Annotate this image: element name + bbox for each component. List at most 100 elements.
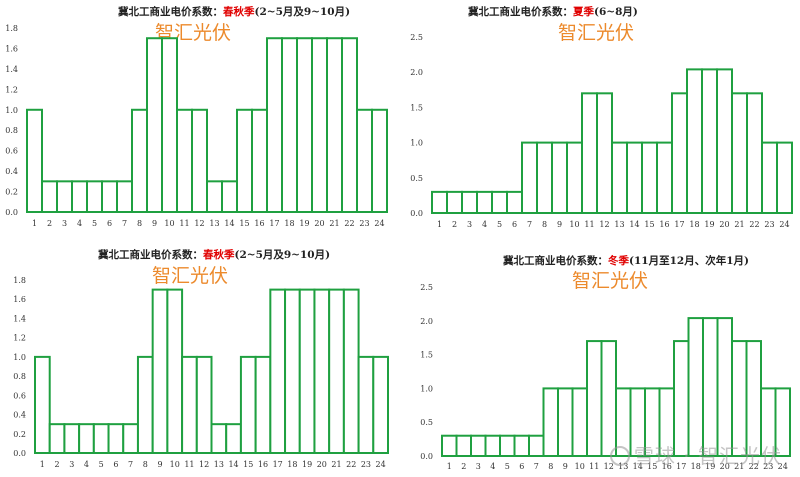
x-tick-label: 16 bbox=[258, 460, 268, 469]
y-tick-label: 1.0 bbox=[13, 353, 26, 362]
x-tick-label: 14 bbox=[228, 460, 238, 469]
bar-hour-3 bbox=[63, 423, 81, 455]
y-tick-label: 0.0 bbox=[13, 449, 26, 458]
x-tick-label: 1 bbox=[32, 219, 37, 228]
x-tick-label: 13 bbox=[209, 219, 219, 228]
chart-title-season: 夏季 bbox=[572, 5, 594, 18]
x-tick-label: 22 bbox=[344, 219, 354, 228]
y-tick-label: 2.5 bbox=[410, 33, 423, 42]
bar-hour-20 bbox=[716, 317, 733, 458]
bar-hour-21 bbox=[731, 92, 748, 214]
bar-hour-14 bbox=[221, 180, 238, 213]
chart-title: 冀北工商业电价系数：春秋季(2~5月及9~10月) bbox=[118, 5, 350, 18]
bar-hour-12 bbox=[191, 108, 208, 213]
bar-hour-11 bbox=[176, 108, 193, 213]
x-tick-label: 18 bbox=[284, 219, 294, 228]
chart-title-months: (11月至12月、次年1月) bbox=[629, 254, 749, 267]
x-tick-label: 17 bbox=[674, 220, 684, 229]
x-tick-label: 18 bbox=[691, 462, 701, 471]
bar-hour-5 bbox=[499, 434, 516, 458]
x-tick-label: 3 bbox=[69, 460, 74, 469]
bar-hour-8 bbox=[131, 108, 148, 213]
y-tick-label: 1.6 bbox=[5, 44, 18, 53]
bar-hour-24 bbox=[372, 355, 389, 454]
x-tick-label: 19 bbox=[299, 219, 309, 228]
x-tick-label: 6 bbox=[519, 462, 524, 471]
bar-hour-13 bbox=[210, 423, 228, 455]
y-tick-label: 1.0 bbox=[420, 384, 433, 393]
overlay-watermark: 智汇光伏 bbox=[152, 265, 228, 287]
bar-hour-6 bbox=[107, 423, 125, 455]
bar-hour-22 bbox=[746, 92, 763, 214]
x-tick-label: 7 bbox=[128, 460, 133, 469]
bar-hour-18 bbox=[281, 37, 298, 213]
x-tick-label: 24 bbox=[778, 462, 788, 471]
x-tick-label: 11 bbox=[589, 462, 599, 471]
x-tick-label: 21 bbox=[734, 462, 744, 471]
x-tick-label: 23 bbox=[359, 219, 369, 228]
x-tick-label: 6 bbox=[113, 460, 118, 469]
bar-hour-8 bbox=[136, 355, 154, 454]
x-tick-label: 20 bbox=[317, 460, 327, 469]
y-tick-label: 2.0 bbox=[420, 317, 433, 326]
bar-hour-3 bbox=[470, 434, 487, 458]
chart-3: 冀北工商业电价系数：春秋季(2~5月及9~10月) 智汇光伏 0.0 0.2 0.4 0.… bbox=[13, 248, 389, 469]
overlay-watermark: 智汇光伏 bbox=[558, 22, 634, 44]
x-tick-label: 3 bbox=[467, 220, 472, 229]
y-tick-label: 0.4 bbox=[13, 411, 26, 420]
y-tick-label: 1.4 bbox=[13, 314, 26, 323]
x-tick-label: 10 bbox=[569, 220, 579, 229]
x-tick-label: 2 bbox=[47, 219, 52, 228]
bar-hour-9 bbox=[551, 141, 568, 215]
chart-1: 冀北工商业电价系数：春秋季(2~5月及9~10月)智汇光伏0.00.20.40.… bbox=[5, 5, 388, 228]
x-tick-label: 4 bbox=[84, 460, 89, 469]
bar-hour-23 bbox=[761, 141, 778, 215]
x-tick-label: 1 bbox=[40, 460, 45, 469]
x-tick-label: 9 bbox=[563, 462, 568, 471]
bar-hour-12 bbox=[195, 355, 213, 454]
x-tick-label: 22 bbox=[346, 460, 356, 469]
x-tick-label: 17 bbox=[273, 460, 283, 469]
bar-hour-20 bbox=[313, 288, 331, 454]
x-tick-label: 19 bbox=[302, 460, 312, 469]
chart-panel-2: 冀北工商业电价系数：夏季(6~8月) 智汇光伏 0.0 0.5 1.0 1.5 2.0 2.5… bbox=[400, 0, 800, 238]
bar-hour-1 bbox=[441, 434, 458, 458]
bar-hour-4 bbox=[476, 190, 493, 215]
bar-hour-15 bbox=[239, 355, 257, 454]
x-tick-label: 9 bbox=[152, 219, 157, 228]
bar-hour-23 bbox=[356, 108, 373, 213]
y-tick-label: 1.8 bbox=[13, 276, 26, 285]
x-tick-label: 22 bbox=[749, 462, 759, 471]
x-tick-label: 5 bbox=[497, 220, 502, 229]
bar-hour-10 bbox=[566, 141, 583, 215]
chart-panel-1: 冀北工商业电价系数：春秋季(2~5月及9~10月) 智汇光伏 0.0 0.2 0.4 0.… bbox=[0, 0, 400, 238]
chart-title-months: (2~5月及9~10月) bbox=[255, 6, 351, 18]
bar-hour-18 bbox=[686, 68, 703, 214]
bar-hour-15 bbox=[641, 141, 658, 215]
bar-hour-21 bbox=[326, 37, 343, 213]
bar-hour-6 bbox=[513, 434, 530, 458]
x-tick-label: 16 bbox=[662, 462, 672, 471]
bar-hour-20 bbox=[311, 37, 328, 213]
y-tick-label: 1.0 bbox=[5, 106, 18, 115]
chart-panel-4: 冀北工商业电价系数：冬季(11月至12月、次年1月) 智汇光伏 0.0 0.5 1.0 1… bbox=[400, 238, 800, 477]
x-tick-label: 21 bbox=[331, 460, 341, 469]
bar-hour-10 bbox=[571, 387, 588, 457]
bar-hour-9 bbox=[557, 387, 574, 457]
bar-hour-11 bbox=[181, 355, 198, 454]
x-tick-label: 13 bbox=[614, 220, 624, 229]
bar-hour-17 bbox=[673, 340, 690, 457]
bar-hour-24 bbox=[774, 387, 791, 457]
x-tick-label: 9 bbox=[157, 460, 162, 469]
bar-hour-3 bbox=[461, 190, 478, 215]
chart-title-prefix: 冀北工商业电价系数： bbox=[503, 254, 608, 267]
x-tick-label: 20 bbox=[314, 219, 324, 228]
x-tick-label: 15 bbox=[644, 220, 654, 229]
x-tick-label: 16 bbox=[659, 220, 669, 229]
x-tick-label: 23 bbox=[764, 220, 774, 229]
x-tick-label: 4 bbox=[490, 462, 495, 471]
y-tick-label: 0.0 bbox=[410, 209, 423, 218]
x-tick-label: 5 bbox=[92, 219, 97, 228]
x-tick-label: 23 bbox=[361, 460, 371, 469]
x-tick-label: 15 bbox=[243, 460, 253, 469]
